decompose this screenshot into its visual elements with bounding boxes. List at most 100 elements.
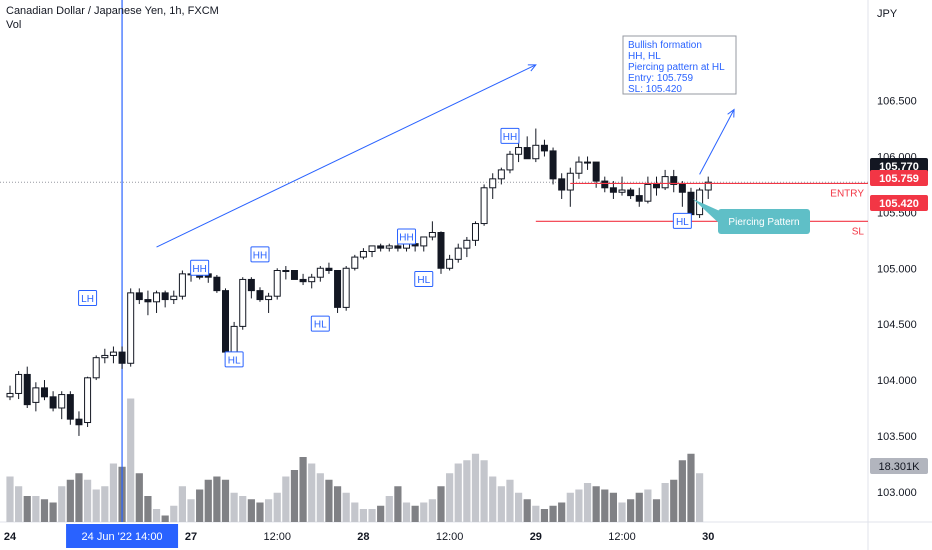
volume-bar: [221, 479, 230, 522]
pattern-label-hl: HL: [676, 217, 689, 228]
candle-body: [161, 292, 169, 301]
pattern-label-lh: LH: [81, 294, 94, 305]
volume-bar: [368, 509, 376, 522]
volume-bar: [394, 486, 402, 522]
volume-bar: [213, 476, 221, 522]
candle-body: [308, 276, 316, 283]
crosshair-time-text: 24 Jun '22 14:00: [82, 531, 163, 543]
candle-body: [446, 258, 454, 269]
volume-bar: [411, 505, 419, 522]
volume-bar: [92, 489, 100, 522]
candle-body: [178, 273, 186, 297]
candle-body: [40, 387, 48, 398]
volume-bar: [428, 499, 436, 522]
candle-body: [247, 278, 255, 292]
volume-bar: [316, 473, 324, 522]
candle-body: [575, 161, 583, 174]
pattern-label-hl: HL: [314, 320, 327, 331]
candle-body: [540, 144, 548, 152]
candle-body: [92, 357, 100, 379]
candle-body: [497, 169, 505, 180]
pattern-label-hh: HH: [192, 264, 206, 275]
volume-bar: [359, 509, 368, 522]
candle-body: [273, 270, 281, 297]
candle-body: [471, 223, 479, 241]
candle-body: [144, 299, 152, 303]
candle-body: [609, 187, 617, 193]
level-name-entry: ENTRY: [830, 188, 864, 199]
candle-body: [153, 292, 161, 303]
note-line: Entry: 105.759: [628, 73, 693, 84]
sl-price-badge: [870, 195, 928, 211]
volume-bar: [601, 489, 609, 522]
volume-bar: [178, 486, 186, 522]
candle-body: [135, 292, 143, 301]
pattern-label-hh: HH: [503, 132, 517, 143]
candle-body: [290, 270, 298, 280]
note-line: Bullish formation: [628, 40, 702, 51]
candle-body: [23, 373, 31, 406]
volume-bar: [308, 463, 316, 522]
candle-body: [454, 247, 462, 260]
volume-readout-badge: [870, 458, 928, 474]
volume-bar: [609, 492, 617, 522]
candle-body: [463, 239, 471, 249]
volume-bar: [489, 476, 497, 522]
candle-body: [127, 292, 135, 364]
pattern-label-box: [190, 259, 210, 276]
volume-bar: [627, 499, 635, 522]
volume-bar: [437, 486, 445, 522]
volume-bar: [471, 453, 480, 522]
volume-bar: [247, 499, 255, 522]
level-name-sl: SL: [852, 226, 865, 237]
pattern-label-box: [397, 228, 417, 245]
callout-pointer: [693, 199, 722, 226]
volume-bar: [402, 502, 411, 522]
volume-bar: [299, 457, 307, 522]
note-line: SL: 105.420: [628, 84, 682, 95]
time-tick-label: 12:00: [608, 531, 636, 543]
volume-bar: [514, 492, 523, 522]
crosshair-time-badge: [66, 524, 179, 548]
pattern-label-hh: HH: [399, 232, 413, 243]
note-line: Piercing pattern at HL: [628, 62, 725, 73]
candle-body: [687, 191, 695, 216]
volume-bar: [575, 489, 583, 522]
candle-body: [584, 161, 592, 164]
volume-readout-text: 18.301K: [879, 461, 921, 473]
pattern-label-box: [224, 351, 244, 368]
trend-arrow-line: [156, 64, 537, 248]
candle-body: [635, 195, 643, 202]
candle-body: [239, 278, 247, 327]
candle-body: [256, 290, 264, 301]
volume-bar: [678, 460, 686, 522]
volume-bar: [333, 486, 342, 522]
candle-body: [515, 147, 523, 155]
volume-bar: [282, 476, 290, 522]
candle-body: [704, 181, 712, 191]
volume-bar: [256, 502, 264, 522]
candle-body: [566, 172, 574, 191]
volume-bar: [6, 476, 14, 522]
note-line: HH, HL: [628, 51, 661, 62]
volume-bar: [549, 505, 557, 522]
volume-bar: [196, 489, 204, 522]
candle-body: [49, 396, 57, 409]
candle-body: [368, 245, 376, 252]
volume-bar: [135, 473, 143, 522]
volume-bar: [290, 470, 299, 522]
volume-bar: [446, 473, 454, 522]
volume-bar: [204, 479, 212, 522]
volume-bar: [75, 473, 83, 522]
candle-body: [377, 245, 385, 249]
volume-bar: [497, 486, 505, 522]
candle-body: [644, 183, 652, 202]
volume-bar: [101, 486, 109, 522]
volume-bar: [696, 473, 704, 522]
volume-bar: [661, 483, 669, 522]
pattern-label-box: [672, 212, 692, 229]
candle-body: [394, 245, 402, 249]
price-tick-label: 103.500: [877, 431, 917, 443]
candle-body: [592, 161, 600, 182]
